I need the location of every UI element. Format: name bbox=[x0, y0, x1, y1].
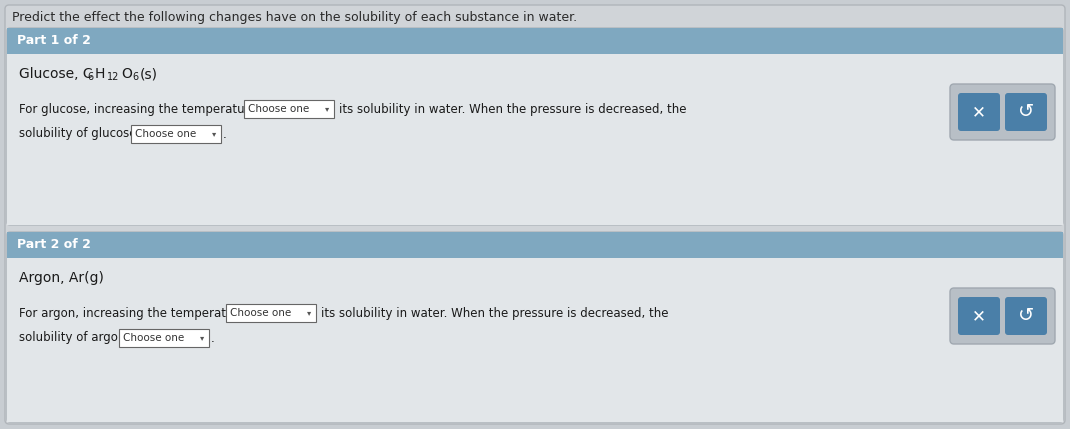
Text: H: H bbox=[95, 67, 105, 81]
FancyBboxPatch shape bbox=[958, 93, 1000, 131]
Text: ↺: ↺ bbox=[1018, 306, 1035, 326]
Bar bbox=[131, 125, 221, 143]
Bar bbox=[244, 100, 334, 118]
Text: .: . bbox=[223, 127, 227, 141]
FancyBboxPatch shape bbox=[950, 84, 1055, 140]
Bar bbox=[7, 232, 1063, 258]
Text: ▾: ▾ bbox=[325, 105, 330, 114]
Bar bbox=[226, 304, 316, 322]
FancyBboxPatch shape bbox=[950, 288, 1055, 344]
Bar bbox=[119, 329, 209, 347]
Text: ✕: ✕ bbox=[972, 103, 985, 121]
Text: 12: 12 bbox=[107, 72, 120, 82]
Text: solubility of glucose: solubility of glucose bbox=[19, 127, 137, 141]
Text: Part 2 of 2: Part 2 of 2 bbox=[17, 239, 91, 251]
Text: ▾: ▾ bbox=[200, 333, 204, 342]
Text: solubility of argon: solubility of argon bbox=[19, 332, 125, 344]
FancyBboxPatch shape bbox=[1005, 297, 1048, 335]
Text: its solubility in water. When the pressure is decreased, the: its solubility in water. When the pressu… bbox=[321, 306, 669, 320]
Bar bbox=[7, 28, 1063, 54]
Text: ↺: ↺ bbox=[1018, 103, 1035, 121]
Bar bbox=[7, 54, 1063, 225]
Text: Part 1 of 2: Part 1 of 2 bbox=[17, 34, 91, 48]
Text: Choose one: Choose one bbox=[135, 129, 196, 139]
Text: (s): (s) bbox=[140, 67, 158, 81]
FancyBboxPatch shape bbox=[7, 28, 1063, 225]
Text: 6: 6 bbox=[132, 72, 138, 82]
FancyBboxPatch shape bbox=[1005, 93, 1048, 131]
Text: For glucose, increasing the temperature: For glucose, increasing the temperature bbox=[19, 103, 257, 115]
Text: Choose one: Choose one bbox=[230, 308, 291, 318]
Text: Argon, Ar(g): Argon, Ar(g) bbox=[19, 271, 104, 285]
Bar bbox=[7, 258, 1063, 422]
Text: Glucose, C: Glucose, C bbox=[19, 67, 93, 81]
Text: ▾: ▾ bbox=[212, 130, 216, 139]
Text: Choose one: Choose one bbox=[248, 104, 309, 114]
Text: Predict the effect the following changes have on the solubility of each substanc: Predict the effect the following changes… bbox=[12, 12, 577, 24]
FancyBboxPatch shape bbox=[5, 5, 1065, 424]
FancyBboxPatch shape bbox=[958, 297, 1000, 335]
Text: Choose one: Choose one bbox=[123, 333, 184, 343]
Text: ▾: ▾ bbox=[307, 308, 311, 317]
Text: its solubility in water. When the pressure is decreased, the: its solubility in water. When the pressu… bbox=[339, 103, 687, 115]
Text: O: O bbox=[121, 67, 132, 81]
Text: .: . bbox=[211, 332, 215, 344]
Text: ✕: ✕ bbox=[972, 307, 985, 325]
Text: For argon, increasing the temperature: For argon, increasing the temperature bbox=[19, 306, 245, 320]
Text: 6: 6 bbox=[87, 72, 93, 82]
FancyBboxPatch shape bbox=[7, 232, 1063, 422]
